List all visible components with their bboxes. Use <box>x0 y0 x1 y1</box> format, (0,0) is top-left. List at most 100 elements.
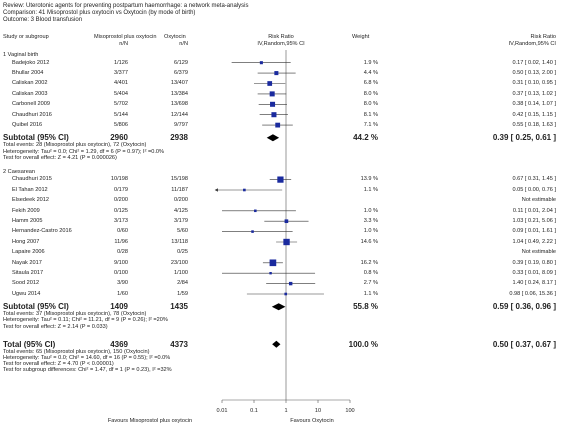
ci-arrow <box>214 188 218 192</box>
study-marker <box>288 281 293 286</box>
study-ctl-events: 1/100 <box>174 270 188 276</box>
study-marker <box>251 230 254 233</box>
x-tick-label: 10 <box>315 408 321 414</box>
study-marker <box>270 101 276 107</box>
study-ctl-events: 15/198 <box>170 176 188 183</box>
group-note: Test for overall effect: Z = 4.21 (P = 0… <box>3 154 117 161</box>
group-title: 1 Vaginal birth <box>3 52 39 58</box>
study-exp-events: 11/96 <box>114 238 128 245</box>
study-exp-events: 0/200 <box>114 197 128 204</box>
study-weight: 1.1 % <box>363 186 378 193</box>
group-note: Heterogeneity: Tau² = 0.0; Chi² = 1.29, … <box>3 148 165 155</box>
col-rr-sub: IV,Random,95% CI <box>257 41 305 47</box>
study-exp-events: 5/144 <box>114 111 128 118</box>
study-name: El Tahan 2012 <box>12 186 48 193</box>
study-marker <box>243 188 246 192</box>
study-name: Ugwu 2014 <box>12 290 41 297</box>
subtotal-ctl: 2938 <box>170 133 188 143</box>
study-weight: 1.0 % <box>363 228 378 235</box>
col-ctl-sub: n/N <box>179 41 188 47</box>
study-exp-events: 1/60 <box>117 290 128 297</box>
total-note: Heterogeneity: Tau² = 0.0; Chi² = 14.60,… <box>3 355 171 361</box>
pooled-diamond <box>272 340 281 348</box>
study-exp-events: 4/401 <box>114 80 128 87</box>
study-ci: 0.42 [ 0.15, 1.15 ] <box>512 111 556 118</box>
group-note: Heterogeneity: Tau² = 0.11; Chi² = 11.21… <box>3 317 168 324</box>
study-ctl-events: 4/125 <box>174 207 188 214</box>
study-ci: 0.50 [ 0.13, 2.00 ] <box>512 69 556 76</box>
subtotal-exp: 1409 <box>110 302 128 312</box>
subtotal-ci: 0.59 [ 0.36, 0.96 ] <box>492 302 556 312</box>
study-marker <box>284 219 289 224</box>
study-name: Sood 2012 <box>12 280 40 287</box>
study-ctl-events: 13/118 <box>171 238 188 245</box>
study-marker <box>271 112 277 118</box>
study-name: Chaudhuri 2016 <box>12 111 52 118</box>
x-tick-label: 1 <box>284 408 287 414</box>
study-ci: 0.09 [ 0.01, 1.61 ] <box>512 228 556 235</box>
col-rr2-sub: IV,Random,95% CI <box>508 41 556 47</box>
subtotal-label: Subtotal (95% CI) <box>3 133 69 143</box>
study-name: Quibel 2016 <box>12 121 43 128</box>
col-rr: Risk Ratio <box>268 34 294 40</box>
study-ci: 1.40 [ 0.24, 8.17 ] <box>512 280 556 287</box>
col-ctl: Oxytocin <box>164 34 186 40</box>
total-exp: 4369 <box>110 339 128 349</box>
study-ci: 0.38 [ 0.14, 1.07 ] <box>512 101 556 108</box>
study-ctl-events: 12/144 <box>170 111 188 118</box>
group-note: Total events: 28 (Misoprostol plus oxyto… <box>3 142 147 149</box>
study-ctl-events: 0/200 <box>174 197 188 204</box>
study-weight: 3.3 % <box>363 218 378 224</box>
study-ci: Not estimable <box>521 197 556 204</box>
study-ctl-events: 9/797 <box>174 121 188 128</box>
favours-left-label: Favours Misoprostol plus oxytocin <box>107 418 193 424</box>
total-weight: 100.0 % <box>348 339 378 349</box>
group-note: Total events: 37 (Misoprostol plus oxyto… <box>3 311 147 318</box>
study-ctl-events: 5/60 <box>177 228 188 235</box>
study-weight: 4.4 % <box>363 69 378 76</box>
study-ci: 0.05 [ 0.00, 0.76 ] <box>512 186 556 193</box>
x-tick-label: 0.01 <box>217 408 228 414</box>
subtotal-label: Subtotal (95% CI) <box>3 302 69 312</box>
total-note: Test for subgroup differences: Chi² = 1.… <box>3 367 172 374</box>
total-label: Total (95% CI) <box>3 339 56 349</box>
study-exp-events: 3/173 <box>114 218 128 224</box>
study-marker <box>259 61 263 65</box>
study-exp-events: 5/702 <box>114 101 128 108</box>
study-name: Hernandez-Castro 2016 <box>12 228 72 235</box>
study-weight: 6.8 % <box>363 80 378 87</box>
study-name: Nayak 2017 <box>12 259 42 266</box>
study-ctl-events: 13/698 <box>170 101 188 108</box>
study-weight: 1.1 % <box>363 290 378 297</box>
study-name: Lapaire 2006 <box>12 249 45 256</box>
favours-right-label: Favours Oxytocin <box>290 418 334 424</box>
study-exp-events: 0/125 <box>114 207 128 214</box>
study-ci: 0.67 [ 0.31, 1.45 ] <box>512 176 556 183</box>
study-ctl-events: 2/84 <box>177 280 188 287</box>
study-name: Hamm 2005 <box>12 218 43 224</box>
study-exp-events: 0/28 <box>117 249 128 256</box>
study-name: Fekih 2009 <box>12 207 40 214</box>
col-rr2: Risk Ratio <box>530 34 557 40</box>
study-exp-events: 1/126 <box>114 59 128 66</box>
subtotal-ci: 0.39 [ 0.25, 0.61 ] <box>492 133 556 143</box>
study-ci: 1.04 [ 0.49, 2.22 ] <box>512 238 556 245</box>
study-name: Caliskan 2002 <box>12 80 48 87</box>
study-name: Sitaula 2017 <box>12 270 44 276</box>
study-ctl-events: 13/384 <box>170 90 188 97</box>
study-weight: 8.0 % <box>363 101 378 108</box>
study-ci: 0.33 [ 0.01, 8.09 ] <box>512 270 556 276</box>
study-ci: 0.17 [ 0.02, 1.40 ] <box>512 59 556 66</box>
study-weight: 1.9 % <box>363 59 378 66</box>
study-ci: 0.11 [ 0.01, 2.04 ] <box>512 207 556 214</box>
study-ci: 0.55 [ 0.18, 1.63 ] <box>512 121 556 128</box>
study-weight: 2.7 % <box>363 280 378 287</box>
study-marker <box>269 91 275 97</box>
study-marker <box>275 122 281 128</box>
study-exp-events: 10/198 <box>110 176 128 183</box>
comparison-title: Comparison: 41 Misoprostol plus oxytocin… <box>3 10 196 16</box>
col-exp-sub: n/N <box>119 41 128 47</box>
study-marker <box>254 209 257 213</box>
study-weight: 14.6 % <box>360 238 378 245</box>
total-ctl: 4373 <box>170 339 188 349</box>
